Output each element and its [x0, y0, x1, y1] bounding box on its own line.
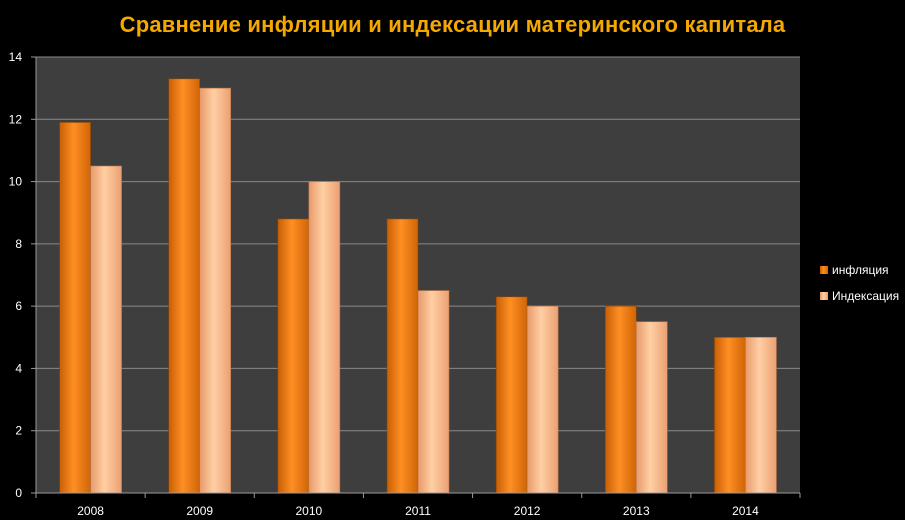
bar-инфляция-2008 — [59, 122, 91, 494]
bar-инфляция-2012 — [495, 296, 528, 494]
bar-Индексация-2012 — [526, 305, 559, 494]
x-tick-label: 2009 — [186, 504, 213, 518]
bar-инфляция-2014 — [714, 336, 746, 494]
y-tick-label: 8 — [15, 237, 22, 251]
bar-инфляция-2009 — [168, 78, 201, 494]
bar-инфляция-2010 — [277, 218, 310, 494]
bar-Индексация-2010 — [308, 181, 341, 494]
y-tick-label: 12 — [9, 112, 23, 126]
bar-Индексация-2009 — [199, 87, 232, 494]
x-tick-label: 2014 — [732, 504, 759, 518]
x-tick-label: 2011 — [405, 504, 431, 518]
y-tick-label: 4 — [15, 361, 22, 375]
bar-Индексация-2013 — [635, 321, 668, 494]
x-tick-label: 2012 — [514, 504, 541, 518]
bar-Индексация-2008 — [90, 165, 122, 494]
x-axis: 2008 2009 2010 2011 2012 2013 2014 — [35, 492, 801, 518]
y-tick-label: 2 — [15, 424, 22, 438]
x-tick-label: 2013 — [623, 504, 650, 518]
y-axis: 0 2 4 6 8 10 12 14 — [9, 50, 37, 500]
legend-swatch — [820, 266, 828, 274]
bar-инфляция-2011 — [386, 218, 419, 494]
legend: инфляция Индексация — [820, 263, 899, 303]
bar-Индексация-2011 — [417, 290, 450, 494]
legend-swatch — [820, 292, 828, 300]
y-tick-label: 10 — [9, 175, 23, 189]
y-tick-label: 6 — [15, 299, 22, 313]
x-tick-label: 2010 — [296, 504, 323, 518]
bars — [59, 78, 777, 494]
legend-label: инфляция — [832, 263, 889, 277]
y-tick-label: 0 — [15, 486, 22, 500]
y-tick-label: 14 — [9, 50, 23, 64]
chart-title: Сравнение инфляции и индексации материнс… — [119, 12, 786, 37]
legend-label: Индексация — [832, 289, 899, 303]
bar-инфляция-2013 — [604, 305, 637, 494]
x-tick-label: 2008 — [77, 504, 104, 518]
bar-Индексация-2014 — [745, 336, 777, 494]
